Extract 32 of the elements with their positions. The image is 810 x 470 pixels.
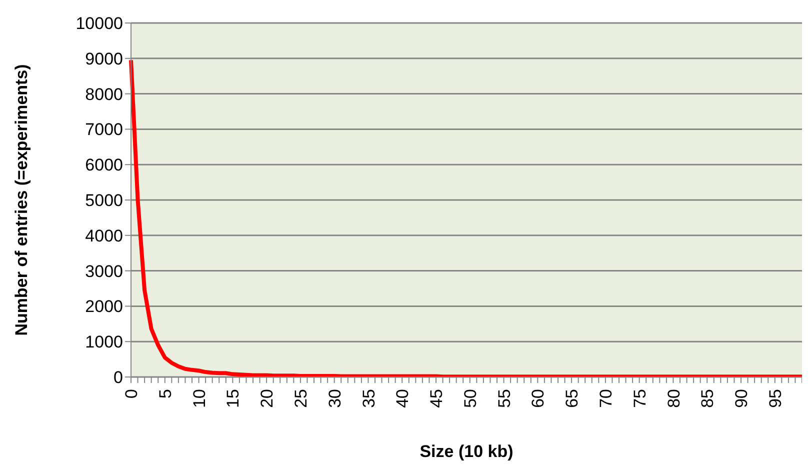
y-tick-label: 5000 xyxy=(85,191,123,210)
y-tick-label: 1000 xyxy=(85,332,123,352)
x-tick-label: 95 xyxy=(766,389,785,408)
x-tick-label: 60 xyxy=(528,389,548,408)
x-tick-label: 70 xyxy=(596,389,616,408)
x-tick-label: 45 xyxy=(427,389,446,408)
y-tick-label: 10000 xyxy=(76,14,123,34)
y-axis-title: Number of entries (=experiments) xyxy=(12,64,32,336)
x-tick-label: 35 xyxy=(359,389,378,408)
x-tick-label: 10 xyxy=(190,389,209,408)
x-axis-title: Size (10 kb) xyxy=(420,442,514,461)
x-tick-label: 85 xyxy=(698,389,718,408)
x-tick-label: 80 xyxy=(664,389,684,408)
x-tick-label: 25 xyxy=(292,389,311,408)
x-tick-label: 0 xyxy=(122,389,142,398)
y-tick-label: 8000 xyxy=(85,84,123,104)
y-tick-label: 6000 xyxy=(85,156,123,175)
x-tick-label: 15 xyxy=(224,389,243,408)
y-tick-label: 4000 xyxy=(85,226,123,246)
x-tick-label: 40 xyxy=(393,389,412,408)
x-tick-label: 75 xyxy=(630,389,650,408)
x-tick-label: 65 xyxy=(562,389,582,408)
y-tick-label: 2000 xyxy=(85,297,123,316)
x-tick-label: 30 xyxy=(325,389,344,408)
x-tick-label: 50 xyxy=(460,389,480,408)
y-tick-label: 9000 xyxy=(85,49,123,68)
y-tick-label: 3000 xyxy=(85,262,123,281)
x-tick-label: 90 xyxy=(732,389,752,408)
x-tick-label: 20 xyxy=(258,389,277,408)
x-tick-label: 55 xyxy=(494,389,514,408)
x-tick-label: 5 xyxy=(156,389,175,398)
y-tick-label: 7000 xyxy=(85,120,123,140)
